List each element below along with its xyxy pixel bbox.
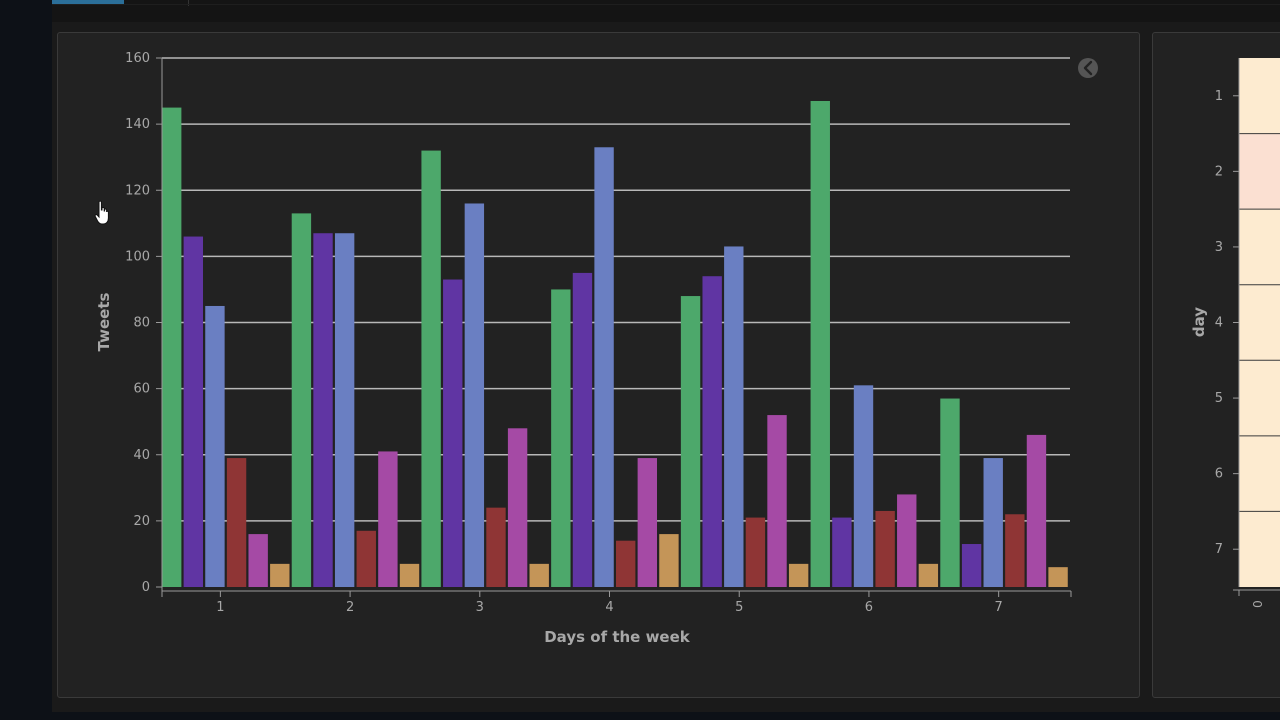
heatmap-x-tick-label: 0 (1251, 600, 1265, 608)
y-tick-label: 100 (125, 249, 150, 264)
x-tick-label: 6 (865, 600, 873, 615)
x-axis-label: Days of the week (544, 628, 691, 646)
bar[interactable] (594, 147, 614, 587)
bar[interactable] (356, 530, 376, 587)
bar[interactable] (702, 276, 722, 587)
day-heatmap: 1 2 3 4 5 6 7 day 0 (1190, 58, 1280, 608)
bar[interactable] (724, 246, 744, 587)
heatmap-y-tick-label: 2 (1215, 164, 1223, 179)
bar[interactable] (572, 272, 593, 587)
bar[interactable] (810, 100, 830, 587)
x-tick-label: 3 (476, 600, 484, 615)
x-tick-label: 2 (346, 600, 354, 615)
bar[interactable] (788, 563, 809, 587)
heatmap-y-tick-label: 5 (1215, 391, 1223, 406)
y-axis: 0 20 40 60 80 100 120 140 160 (125, 51, 163, 595)
y-tick-label: 20 (133, 514, 150, 529)
bar[interactable] (248, 534, 268, 587)
heatmap-cells (1239, 58, 1280, 587)
bar[interactable] (659, 534, 679, 587)
bar[interactable] (961, 544, 982, 587)
bar[interactable] (745, 517, 766, 587)
heatmap-y-tick-label: 3 (1215, 240, 1223, 255)
heatmap-y-tick-label: 6 (1215, 467, 1223, 482)
y-tick-label: 60 (133, 382, 150, 397)
bar[interactable] (853, 385, 874, 587)
bar[interactable] (551, 289, 571, 587)
bar[interactable] (464, 203, 485, 588)
y-tick-label: 140 (125, 117, 150, 132)
bar[interactable] (421, 150, 441, 587)
heatmap-y-tick-label: 4 (1215, 316, 1223, 331)
bar[interactable] (1048, 567, 1068, 587)
bar[interactable] (270, 563, 290, 587)
x-tick-label: 7 (995, 600, 1003, 615)
bar[interactable] (1005, 514, 1025, 587)
bar[interactable] (162, 107, 182, 587)
top-toolbar (52, 0, 1280, 22)
heatmap-y-tick-label: 7 (1215, 542, 1223, 557)
y-tick-label: 120 (125, 183, 150, 198)
bar[interactable] (875, 510, 895, 587)
y-tick-label: 0 (142, 580, 150, 595)
bar[interactable] (334, 233, 355, 588)
heatmap-cell[interactable] (1239, 511, 1280, 587)
heatmap-cell[interactable] (1239, 284, 1280, 361)
x-tick-label: 1 (216, 600, 224, 615)
bar[interactable] (680, 296, 701, 587)
bar[interactable] (291, 213, 312, 587)
bar[interactable] (399, 563, 420, 587)
heatmap-cell[interactable] (1239, 360, 1280, 436)
heatmap-cell[interactable] (1239, 58, 1280, 134)
active-tab-indicator[interactable] (52, 0, 124, 5)
hand-pointer-icon (94, 200, 109, 225)
bar[interactable] (983, 458, 1003, 587)
y-tick-label: 40 (133, 448, 150, 463)
bar[interactable] (378, 451, 398, 587)
bar[interactable] (897, 494, 917, 587)
bar[interactable] (226, 458, 247, 587)
bar[interactable] (918, 563, 939, 587)
bar[interactable] (183, 236, 204, 588)
x-tick-label: 4 (605, 600, 613, 615)
heatmap-cell[interactable] (1239, 209, 1280, 285)
toolbar-border (52, 4, 1280, 5)
bar[interactable] (1026, 434, 1047, 587)
y-axis-label: Tweets (95, 292, 113, 351)
bar[interactable] (443, 279, 463, 587)
bar[interactable] (486, 507, 506, 587)
bar[interactable] (637, 458, 658, 587)
bar[interactable] (205, 305, 225, 587)
heatmap-y-axis-label: day (1190, 307, 1208, 337)
bar[interactable] (832, 517, 852, 587)
x-tick-label: 5 (735, 600, 743, 615)
y-tick-label: 80 (133, 316, 150, 331)
bar[interactable] (616, 540, 636, 587)
bar[interactable] (940, 398, 960, 587)
heatmap-y-axis: 1 2 3 4 5 6 7 (1215, 58, 1280, 596)
collapse-chevron-icon[interactable] (1078, 58, 1098, 78)
heatmap-cell[interactable] (1239, 133, 1280, 210)
heatmap-y-tick-label: 1 (1215, 89, 1223, 104)
bar[interactable] (313, 233, 333, 588)
bar[interactable] (507, 428, 528, 587)
bar[interactable] (529, 563, 549, 587)
bar[interactable] (767, 415, 787, 587)
heatmap-cell[interactable] (1239, 435, 1280, 512)
bar-series (162, 100, 1068, 588)
y-tick-label: 160 (125, 51, 150, 66)
toolbar-divider (188, 0, 189, 6)
x-axis: 1 2 3 4 5 6 7 (161, 590, 1072, 615)
